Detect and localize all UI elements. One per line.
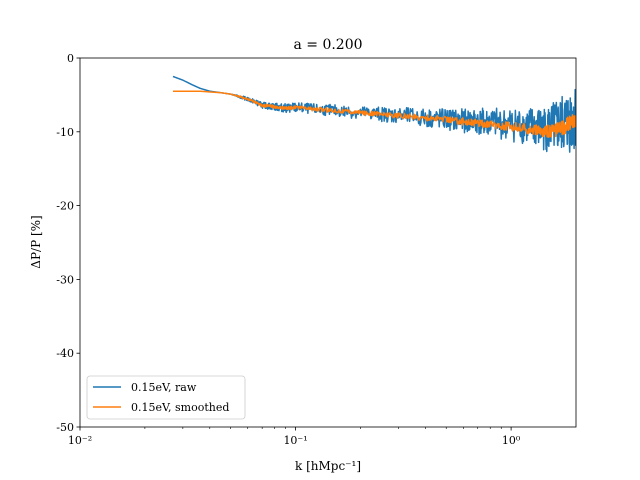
- y-tick-label: 0: [67, 52, 74, 65]
- x-tick-label: 10⁰: [502, 434, 521, 447]
- y-tick-label: -40: [56, 347, 74, 360]
- chart-title: a = 0.200: [293, 37, 362, 53]
- y-axis-label: ΔP/P [%]: [29, 215, 43, 268]
- x-axis-label: k [hMpc⁻¹]: [295, 459, 361, 473]
- axes-frame: [79, 57, 577, 428]
- legend-label: 0.15eV, smoothed: [131, 401, 229, 414]
- y-tick-label: -50: [56, 421, 74, 434]
- plot-area: 10⁻² 10⁻¹ 10⁰ 0 -10 -20 -30 -40 -50: [56, 52, 577, 447]
- x-axis: 10⁻² 10⁻¹ 10⁰: [68, 427, 521, 447]
- y-axis: 0 -10 -20 -30 -40 -50: [56, 52, 80, 434]
- legend: 0.15eV, raw 0.15eV, smoothed: [86, 375, 246, 420]
- y-tick-label: -20: [56, 200, 74, 213]
- series-line-smoothed: [172, 90, 576, 138]
- x-tick-label: 10⁻¹: [283, 434, 307, 447]
- y-tick-label: -10: [56, 126, 74, 139]
- legend-box: [86, 375, 246, 420]
- y-tick-label: -30: [56, 273, 74, 286]
- legend-label: 0.15eV, raw: [131, 381, 197, 394]
- x-tick-label: 10⁻²: [68, 434, 92, 447]
- series-layer: [172, 75, 576, 153]
